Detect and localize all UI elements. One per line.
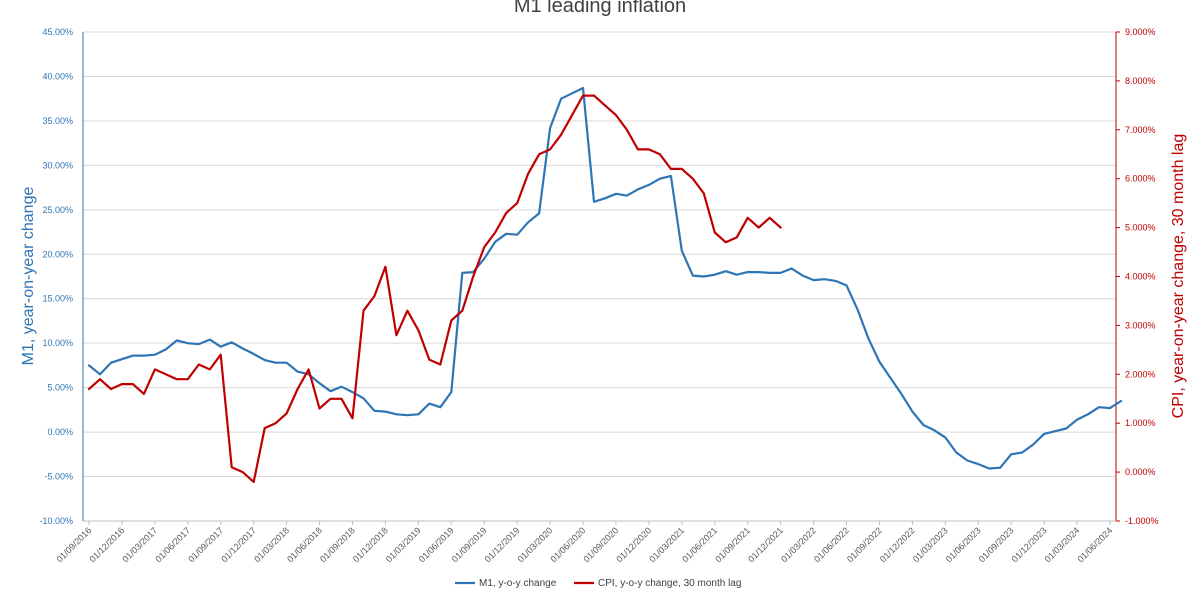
right-axis-title: CPI, year-on-year change, 30 month lag [1170,134,1187,419]
right-tick-label: 8.000% [1125,76,1156,86]
legend: M1, y-o-y change CPI, y-o-y change, 30 m… [455,578,741,589]
left-axis-ticks: -10.00% -5.00% 0.00% 5.00% 10.00% 15.00% 20.00… [39,27,73,526]
x-tick-label: 01/06/2024 [1075,525,1114,564]
chart-title: M1 leading inflation [514,0,686,17]
left-tick-label: -10.00% [39,516,73,526]
gridlines [83,31,1116,522]
left-tick-label: 25.00% [42,205,73,215]
left-tick-label: 35.00% [42,116,73,126]
left-tick-label: 40.00% [42,71,73,81]
left-tick-label: 20.00% [42,249,73,259]
left-axis-title: M1, year-on-year change [20,187,37,366]
right-tick-label: 3.000% [1125,320,1156,330]
left-tick-label: 45.00% [42,27,73,37]
legend-label-cpi: CPI, y-o-y change, 30 month lag [598,578,741,589]
left-tick-label: 15.00% [42,294,73,304]
right-tick-label: 1.000% [1125,418,1156,428]
left-tick-label: -5.00% [44,472,73,482]
series-layer [87,86,1123,483]
right-tick-label: 2.000% [1125,369,1156,379]
series-line-m1 [87,86,1123,470]
right-tick-label: 4.000% [1125,272,1156,282]
right-axis-ticks: -1.000% 0.000% 1.000% 2.000% 3.000% 4.000% 5.0… [1125,27,1159,526]
right-tick-label: 5.000% [1125,223,1156,233]
left-tick-label: 5.00% [47,383,73,393]
left-tick-label: 30.00% [42,160,73,170]
legend-label-m1: M1, y-o-y change [479,578,557,589]
series-line-cpi [87,94,782,483]
axes [82,31,1120,525]
right-tick-label: 0.000% [1125,467,1156,477]
right-tick-label: 9.000% [1125,27,1156,37]
right-tick-label: -1.000% [1125,516,1159,526]
left-tick-label: 10.00% [42,338,73,348]
x-axis-ticks: 01/09/201601/12/201601/03/201701/06/2017… [54,525,1114,564]
right-tick-label: 6.000% [1125,174,1156,184]
left-tick-label: 0.00% [47,427,73,437]
right-tick-label: 7.000% [1125,125,1156,135]
